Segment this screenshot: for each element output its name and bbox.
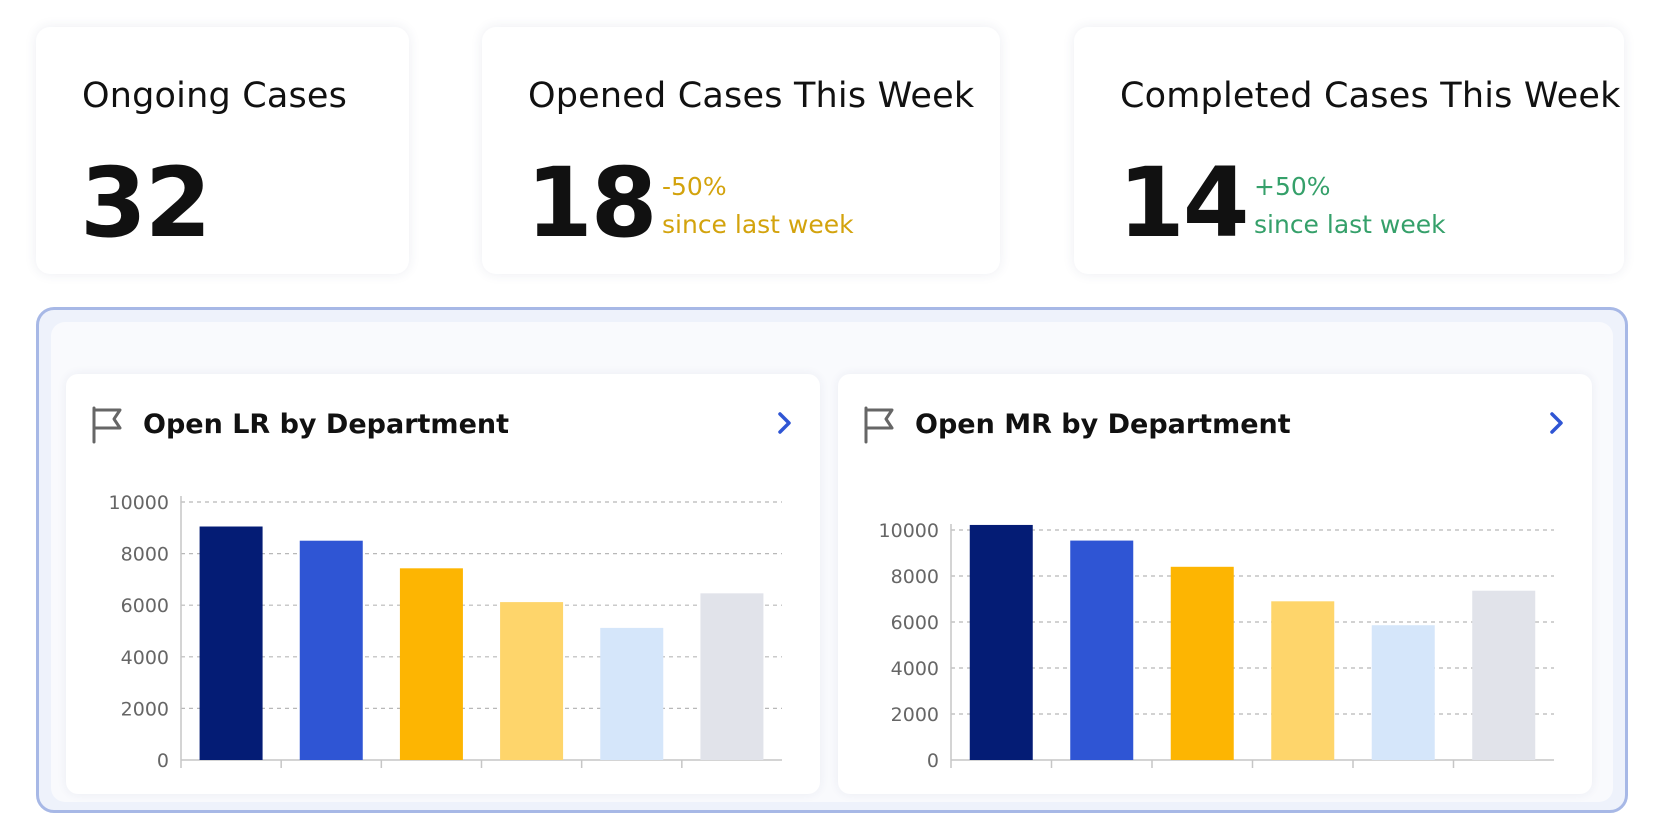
y-tick-label: 2000	[891, 704, 939, 726]
y-tick-label: 2000	[121, 698, 169, 720]
bar	[1170, 566, 1234, 760]
flag-icon	[864, 406, 894, 444]
chart-title: Open LR by Department	[143, 409, 510, 440]
y-tick-label: 10000	[109, 492, 169, 514]
change-percent: -50%	[662, 172, 727, 201]
y-tick-label: 8000	[121, 544, 169, 566]
chart-title: Open MR by Department	[915, 409, 1291, 440]
stat-title: Opened Cases This Week	[528, 76, 975, 116]
bar-chart-open-lr: 0 2000 4000 6000 8000 10000	[109, 492, 782, 772]
y-tick-label: 0	[157, 750, 169, 772]
bar	[1271, 601, 1335, 760]
stat-card-completed-this-week: Completed Cases This Week 14 +50% since …	[1074, 27, 1624, 274]
chevron-right-icon[interactable]	[1546, 410, 1568, 436]
change-note: since last week	[1254, 210, 1446, 239]
stat-title: Completed Cases This Week	[1120, 76, 1621, 116]
y-tick-label: 10000	[879, 520, 939, 542]
stat-title: Ongoing Cases	[82, 76, 348, 116]
bar	[1070, 540, 1134, 760]
chart-card-open-lr: Open LR by Department 0 2000 4000 6000 8000 1…	[66, 374, 820, 794]
y-tick-label: 6000	[891, 612, 939, 634]
bar	[399, 568, 463, 760]
bar	[600, 627, 664, 760]
stat-value: 14	[1118, 147, 1250, 259]
chevron-right-icon[interactable]	[774, 410, 796, 436]
stat-value: 32	[80, 147, 212, 259]
bar	[700, 593, 764, 760]
bar-chart-open-mr: 0 2000 4000 6000 8000 10000	[879, 520, 1554, 772]
bar	[1371, 625, 1435, 760]
stat-card-ongoing: Ongoing Cases 32	[36, 27, 409, 274]
stat-change: -50% since last week	[662, 168, 854, 244]
bar	[500, 602, 564, 760]
stat-value: 18	[526, 147, 658, 259]
chart-card-open-mr: Open MR by Department 0 2000 4000 6000 8000 1…	[838, 374, 1592, 794]
stat-card-opened-this-week: Opened Cases This Week 18 -50% since las…	[482, 27, 1000, 274]
change-note: since last week	[662, 210, 854, 239]
change-percent: +50%	[1254, 172, 1331, 201]
bar	[1472, 590, 1536, 760]
bar	[969, 524, 1033, 760]
y-tick-label: 4000	[121, 647, 169, 669]
y-tick-label: 6000	[121, 595, 169, 617]
y-tick-label: 0	[927, 750, 939, 772]
y-tick-label: 4000	[891, 658, 939, 680]
flag-icon	[92, 406, 122, 444]
stat-change: +50% since last week	[1254, 168, 1446, 244]
y-tick-label: 8000	[891, 566, 939, 588]
bar	[199, 526, 263, 760]
bar	[299, 540, 363, 760]
